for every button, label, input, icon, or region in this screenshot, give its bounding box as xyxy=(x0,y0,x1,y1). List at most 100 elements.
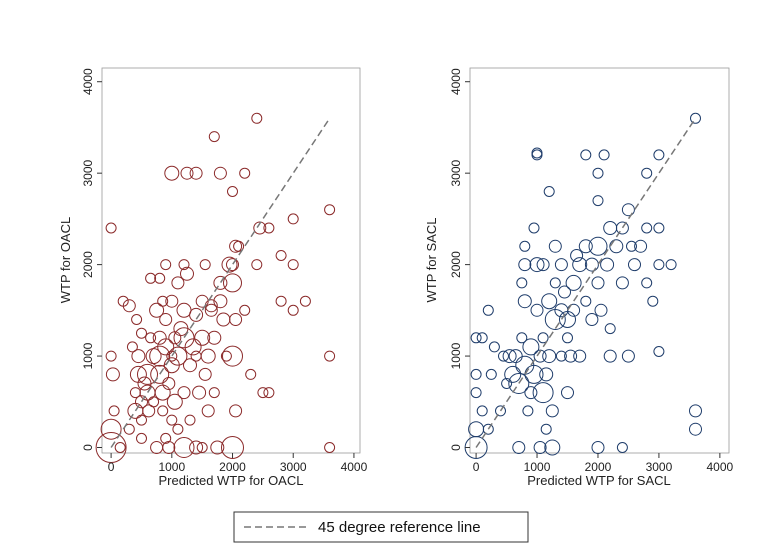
sacl-data-point xyxy=(561,386,574,400)
oacl-data-point xyxy=(208,387,220,399)
oacl-data-point xyxy=(180,166,194,180)
sacl-data-point xyxy=(634,239,648,253)
oacl-data-point xyxy=(160,259,172,271)
oacl-data-point xyxy=(251,112,263,124)
oacl-data-point xyxy=(222,345,243,367)
oacl-data-point xyxy=(152,330,167,345)
sacl-data-point xyxy=(653,222,665,234)
oacl-data-point xyxy=(172,423,184,435)
oacl-data-point xyxy=(166,350,178,362)
oacl-data-point xyxy=(287,213,299,225)
sacl-data-point xyxy=(591,441,605,454)
sacl-x-tick-label: 2000 xyxy=(585,460,612,474)
sacl-panel: 0 1000 2000 3000 4000 0 1000 2000 3000 4000 Predi… xyxy=(424,67,734,488)
sacl-data-point xyxy=(512,441,526,454)
oacl-data-point xyxy=(287,259,299,271)
sacl-data-point xyxy=(548,239,562,253)
oacl-data-point xyxy=(136,414,147,426)
oacl-data-point xyxy=(194,329,211,346)
oacl-data-point xyxy=(251,259,263,271)
oacl-y-tick-label: 4000 xyxy=(81,68,95,95)
oacl-data-point xyxy=(324,204,336,216)
oacl-data-point xyxy=(168,346,188,366)
oacl-y-tick-label: 2000 xyxy=(81,251,95,278)
sacl-data-point xyxy=(616,442,628,453)
oacl-data-point xyxy=(220,350,232,362)
oacl-data-point xyxy=(183,358,197,373)
oacl-data-point xyxy=(257,387,269,399)
sacl-data-point xyxy=(641,222,653,234)
sacl-data-point xyxy=(488,341,500,353)
sacl-y-tick-label: 4000 xyxy=(449,68,463,95)
sacl-data-point xyxy=(518,258,532,272)
oacl-data-point xyxy=(239,304,251,316)
sacl-data-point xyxy=(621,203,635,217)
sacl-data-point xyxy=(502,349,517,364)
oacl-data-point xyxy=(135,395,148,409)
oacl-data-point xyxy=(324,442,336,453)
oacl-data-point xyxy=(198,367,212,381)
sacl-data-point xyxy=(541,293,558,310)
oacl-data-point xyxy=(122,299,136,313)
oacl-data-point xyxy=(216,312,231,327)
sacl-x-axis-label: Predicted WTP for SACL xyxy=(527,473,671,488)
sacl-data-point xyxy=(470,387,482,399)
sacl-data-point xyxy=(516,277,528,289)
sacl-data-point xyxy=(558,285,571,299)
oacl-data-point xyxy=(196,442,208,453)
sacl-data-point xyxy=(604,323,616,335)
sacl-x-tick-label: 1000 xyxy=(524,460,551,474)
sacl-data-point xyxy=(653,346,665,357)
oacl-data-point xyxy=(157,295,169,307)
oacl-y-axis-label: WTP for OACL xyxy=(58,217,73,303)
oacl-data-point xyxy=(178,259,190,271)
oacl-data-point xyxy=(150,441,164,454)
oacl-data-point xyxy=(131,349,146,364)
sacl-y-tick-label: 2000 xyxy=(449,251,463,278)
oacl-data-point xyxy=(173,327,195,349)
sacl-data-point xyxy=(591,276,605,290)
sacl-data-point xyxy=(592,167,604,179)
sacl-data-point xyxy=(495,405,506,417)
sacl-data-point xyxy=(578,239,593,254)
sacl-data-point xyxy=(572,257,588,273)
oacl-data-point xyxy=(287,304,299,316)
sacl-data-point xyxy=(621,349,635,363)
oacl-data-point xyxy=(210,440,225,455)
sacl-data-point xyxy=(476,405,488,417)
oacl-data-point xyxy=(226,258,239,272)
oacl-data-point xyxy=(162,377,176,390)
oacl-data-point xyxy=(221,256,238,273)
sacl-data-point xyxy=(468,421,485,438)
sacl-data-point xyxy=(585,313,599,326)
oacl-x-axis-label: Predicted WTP for OACL xyxy=(159,473,304,488)
oacl-x-tick-label: 4000 xyxy=(341,460,368,474)
oacl-data-point xyxy=(105,350,117,362)
sacl-data-point xyxy=(689,404,702,418)
oacl-data-point xyxy=(239,167,251,179)
oacl-x-tick-label: 0 xyxy=(108,460,115,474)
sacl-data-point xyxy=(600,257,615,272)
sacl-data-point xyxy=(653,149,665,161)
sacl-data-point xyxy=(549,277,561,289)
sacl-data-point xyxy=(482,423,494,435)
sacl-data-point xyxy=(532,382,554,404)
oacl-data-point xyxy=(263,222,275,234)
sacl-data-point xyxy=(588,236,608,256)
sacl-data-point xyxy=(485,368,497,380)
sacl-data-point xyxy=(584,257,599,272)
oacl-data-point xyxy=(123,423,135,435)
oacl-data-point xyxy=(213,166,227,180)
oacl-data-point xyxy=(149,302,165,318)
sacl-data-point xyxy=(504,365,522,383)
oacl-plot-frame xyxy=(101,67,361,454)
oacl-data-point xyxy=(157,405,169,417)
oacl-data-point xyxy=(201,404,215,418)
sacl-data-point xyxy=(516,332,528,344)
oacl-data-point xyxy=(253,221,267,235)
oacl-data-point xyxy=(166,393,183,410)
oacl-data-point xyxy=(164,165,180,181)
sacl-data-point xyxy=(647,295,659,307)
oacl-data-point xyxy=(95,432,127,463)
oacl-data-point xyxy=(154,272,166,284)
